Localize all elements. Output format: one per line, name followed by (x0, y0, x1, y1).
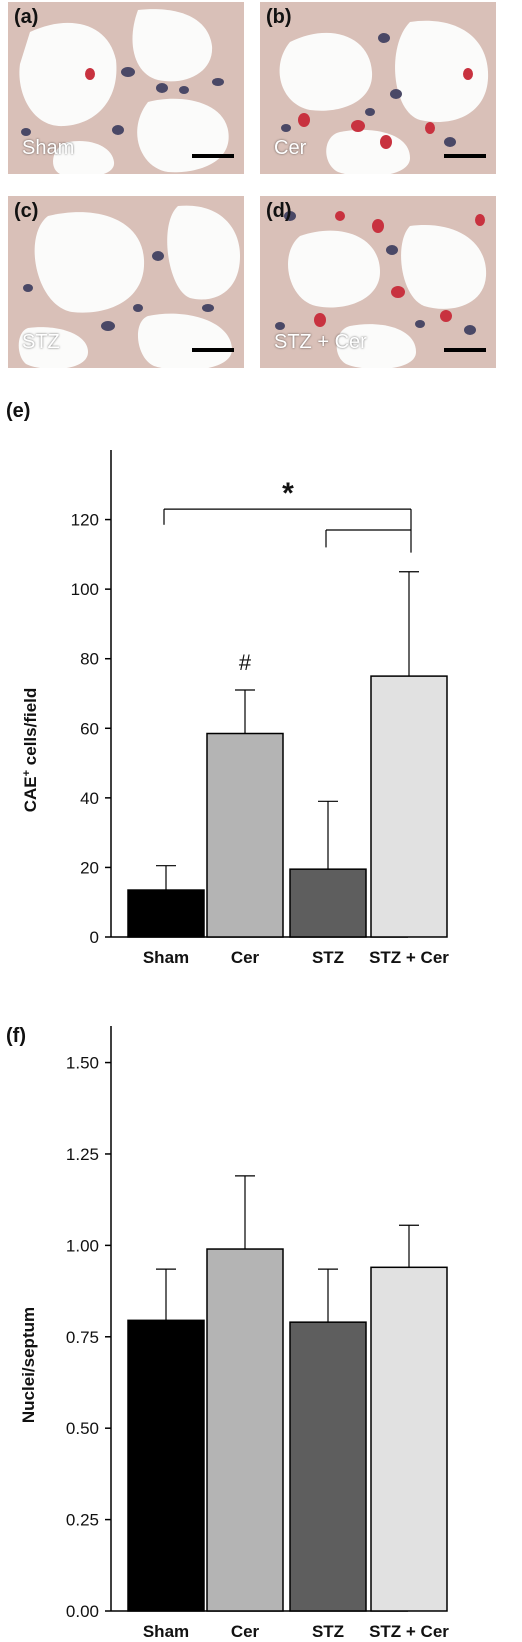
histology-image-stz (8, 196, 244, 368)
panel-caption-b: Cer (274, 137, 307, 159)
bar-cer (206, 732, 284, 938)
chart-e: (e) CAE+ cells/field 0 20 40 60 80 100 120 Sha… (6, 400, 449, 967)
chart-panel-label: (f) (6, 1025, 26, 1047)
x-tick-label: STZ + Cer (369, 948, 449, 967)
scale-bar (444, 154, 486, 158)
x-tick-label: STZ (312, 1622, 344, 1641)
chart-panel-label: (e) (6, 400, 30, 422)
panel-caption-c: STZ (22, 331, 60, 353)
panel-label-d: (d) (266, 200, 292, 222)
y-tick-label: 40 (80, 789, 99, 808)
panel-c: (c) STZ (8, 196, 244, 368)
x-tick-label: Sham (143, 1622, 189, 1641)
bar-sham (127, 1319, 205, 1612)
panel-label-b: (b) (266, 6, 292, 28)
chart-f: (f) Nuclei/septum 0.00 0.25 0.50 0.75 1.00 1.… (6, 1025, 449, 1641)
y-tick-label: 60 (80, 719, 99, 738)
panel-d: (d) STZ + Cer (260, 196, 496, 368)
y-tick-label: 1.00 (66, 1236, 99, 1255)
y-tick-label: 0.25 (66, 1511, 99, 1530)
y-axis-label: CAE+ cells/field (21, 688, 40, 813)
histology-image-cer (260, 2, 496, 174)
y-tick-label: 0.75 (66, 1328, 99, 1347)
bar-stz (289, 1321, 367, 1612)
bar-stz-cer (370, 675, 448, 938)
bars: Sham Cer STZ STZ + Cer (127, 1175, 449, 1641)
panel-label-c: (c) (14, 200, 39, 222)
y-tick-label: 0 (90, 928, 99, 947)
panel-label-a: (a) (14, 6, 39, 28)
x-tick-label: Sham (143, 948, 189, 967)
y-axis-label: Nuclei/septum (19, 1307, 38, 1423)
y-tick-label: 1.25 (66, 1145, 99, 1164)
significance-hash: # (239, 650, 252, 675)
x-tick-label: STZ + Cer (369, 1622, 449, 1641)
y-tick-label: 0.50 (66, 1419, 99, 1438)
bar-stz-cer (370, 1266, 448, 1612)
x-tick-label: Cer (231, 1622, 260, 1641)
y-tick-label: 0.00 (66, 1602, 99, 1621)
panel-b: (b) Cer (260, 2, 496, 174)
y-tick-label: 80 (80, 650, 99, 669)
significance-star: * (282, 477, 294, 510)
panel-caption-d: STZ + Cer (274, 331, 367, 353)
histology-image-sham (8, 2, 244, 174)
x-tick-label: STZ (312, 948, 344, 967)
panel-caption-a: Sham (22, 137, 75, 159)
scale-bar (192, 154, 234, 158)
bar-sham (127, 889, 205, 938)
histology-image-stz-cer (260, 196, 496, 368)
axes: 0.00 0.25 0.50 0.75 1.00 1.25 1.50 (66, 1026, 408, 1621)
y-tick-label: 120 (71, 511, 99, 530)
y-tick-label: 20 (80, 858, 99, 877)
y-tick-label: 100 (71, 580, 99, 599)
scale-bar (192, 348, 234, 352)
y-tick-label: 1.50 (66, 1054, 99, 1073)
bar-stz (289, 868, 367, 938)
bars: Sham Cer STZ STZ + Cer (127, 571, 449, 967)
panel-a: (a) Sham (8, 2, 244, 174)
x-tick-label: Cer (231, 948, 260, 967)
scale-bar (444, 348, 486, 352)
annotations: #* (163, 477, 412, 675)
bar-cer (206, 1248, 284, 1612)
